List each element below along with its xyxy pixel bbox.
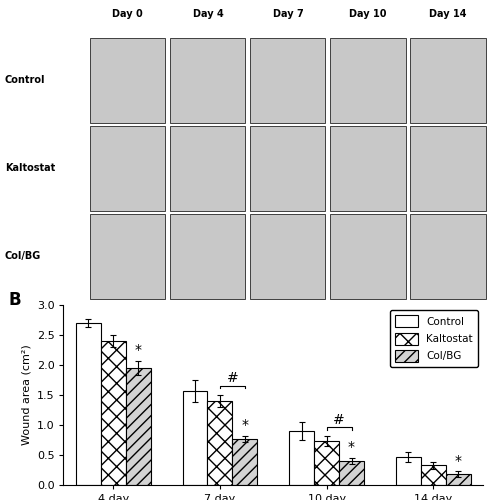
Legend: Control, Kaltostat, Col/BG: Control, Kaltostat, Col/BG <box>389 310 478 367</box>
Text: Day 10: Day 10 <box>349 9 386 19</box>
Bar <box>170 214 245 298</box>
Text: Col/BG: Col/BG <box>5 251 41 261</box>
Bar <box>410 126 486 210</box>
Text: *: * <box>242 418 248 432</box>
Y-axis label: Wound area (cm²): Wound area (cm²) <box>21 344 31 446</box>
Text: Day 4: Day 4 <box>192 9 224 19</box>
Text: B: B <box>9 290 21 308</box>
Bar <box>207 401 232 485</box>
Bar <box>410 38 486 122</box>
Bar <box>170 38 245 122</box>
Bar <box>330 126 406 210</box>
Bar <box>232 439 257 485</box>
Text: *: * <box>455 454 462 468</box>
Bar <box>250 214 325 298</box>
Bar <box>170 126 245 210</box>
Bar <box>339 461 364 485</box>
Text: #: # <box>333 413 345 427</box>
Bar <box>314 441 339 485</box>
Bar <box>330 38 406 122</box>
Text: Control: Control <box>5 75 45 85</box>
Bar <box>183 391 207 485</box>
Bar <box>250 126 325 210</box>
Text: Day 14: Day 14 <box>429 9 467 19</box>
Bar <box>126 368 151 485</box>
Bar <box>76 323 101 485</box>
Text: Day 7: Day 7 <box>272 9 304 19</box>
Text: Day 0: Day 0 <box>112 9 143 19</box>
Bar <box>446 474 470 485</box>
Bar <box>90 38 165 122</box>
Text: *: * <box>348 440 355 454</box>
Bar <box>250 38 325 122</box>
Text: *: * <box>135 343 142 357</box>
Bar <box>90 126 165 210</box>
Bar <box>90 214 165 298</box>
Text: #: # <box>226 372 238 386</box>
Bar <box>289 431 314 485</box>
Text: Kaltostat: Kaltostat <box>5 163 55 173</box>
Bar <box>101 341 126 485</box>
Bar <box>396 457 421 485</box>
Bar <box>410 214 486 298</box>
Bar <box>330 214 406 298</box>
Bar <box>421 465 446 485</box>
